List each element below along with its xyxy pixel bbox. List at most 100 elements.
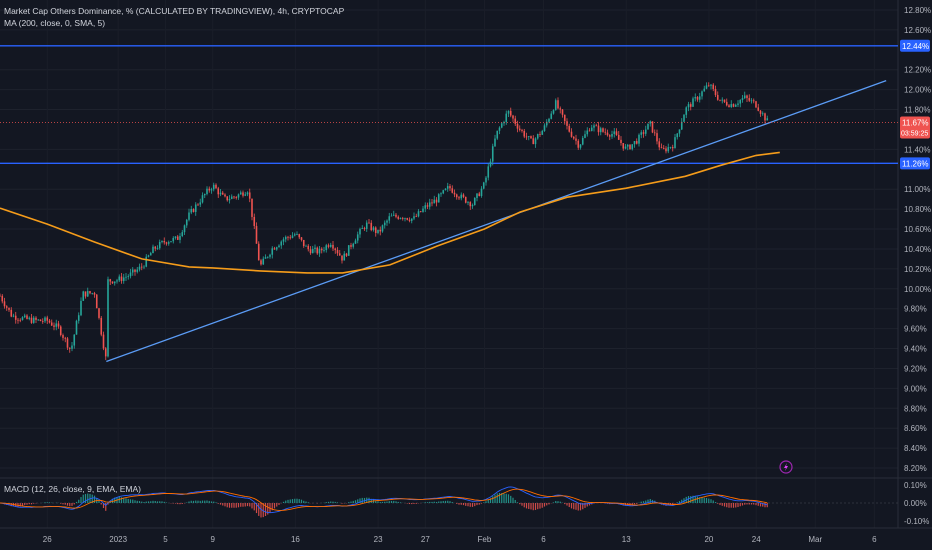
candle-down [298,234,301,238]
candle-down [426,205,429,207]
candle-down [575,138,577,141]
candle-down [334,248,337,251]
candle-up [314,247,316,249]
candle-down [100,317,103,335]
candle-down [251,198,253,217]
candle-down [50,322,53,326]
price-axis-label: 11.40% [904,145,931,154]
candle-up [680,121,683,130]
candle-down [62,335,64,338]
candle-down [8,307,10,310]
candle-down [273,248,276,250]
candle-up [278,245,280,248]
candle-up [230,196,233,199]
time-axis-label: Feb [478,535,492,544]
candle-up [210,189,213,191]
candle-up [266,256,269,258]
candle-down [19,319,22,321]
signal-line [0,488,768,511]
candle-down [588,130,591,132]
candle-up [28,317,31,319]
candle-up [293,234,296,236]
candle-up [647,123,649,130]
candle-down [134,269,136,272]
candle-up [291,235,294,238]
lightning-icon-ring [779,460,793,474]
candle-down [615,131,618,135]
candle-up [37,319,40,321]
candle-down [757,107,760,111]
candle-down [197,204,199,206]
candle-up [494,138,496,147]
candle-up [446,186,449,189]
candle-up [687,104,690,108]
candle-down [568,125,571,132]
candle-down [208,188,211,191]
candle-up [669,147,672,148]
candle-up [498,127,501,131]
candle-down [665,148,667,152]
candle-down [307,245,310,250]
candle-up [86,291,89,297]
candle-up [71,345,73,349]
candle-up [541,130,544,135]
candle-up [158,241,161,249]
resistance-price-tag-background [900,39,930,52]
candle-up [485,177,487,183]
candle-down [221,192,224,195]
price-axis-label: 11.80% [904,106,931,115]
price-axis-label: 12.60% [904,26,931,35]
candle-down [300,237,303,240]
trendline [106,80,887,363]
candle-down [728,105,730,108]
candle-down [752,100,755,102]
candle-up [347,245,350,256]
candle-up [507,110,510,114]
candle-up [413,216,415,219]
candle-up [392,214,395,216]
candle-up [185,219,188,226]
macd-axis-label: -0.10% [904,517,929,526]
candle-up [579,144,582,148]
candle-down [559,108,562,110]
candle-up [381,225,384,232]
candle-up [181,232,184,237]
candle-down [561,109,564,115]
candle-down [712,84,715,89]
candle-up [638,134,640,144]
candle-up [550,113,553,119]
candle-up [237,194,240,198]
candle-down [431,202,433,204]
candle-down [39,319,42,322]
candle-up [487,166,490,178]
candle-up [741,98,744,100]
candle-down [0,295,1,297]
candle-down [597,125,600,133]
time-axis-label: 27 [421,535,430,544]
candle-up [122,277,125,282]
candle-up [201,195,204,203]
candle-down [606,132,609,136]
candle-down [395,214,397,217]
candle-down [192,209,195,212]
candle-up [491,146,494,162]
candle-up [480,188,483,196]
candle-down [48,320,51,323]
candle-up [388,216,391,221]
candle-up [581,137,584,145]
candle-down [59,326,62,336]
candle-up [23,315,26,318]
bar-countdown: 03:59:25 [901,130,928,137]
current-price-tag: 11.67% [902,118,929,127]
candle-down [462,194,465,197]
candle-down [656,133,658,142]
price-axis-label: 8.20% [904,464,927,473]
candle-up [194,204,197,212]
candle-down [732,104,735,107]
candle-up [167,242,170,244]
candle-down [14,315,17,320]
candle-up [365,222,368,229]
candle-down [521,129,523,131]
candle-up [730,104,733,108]
